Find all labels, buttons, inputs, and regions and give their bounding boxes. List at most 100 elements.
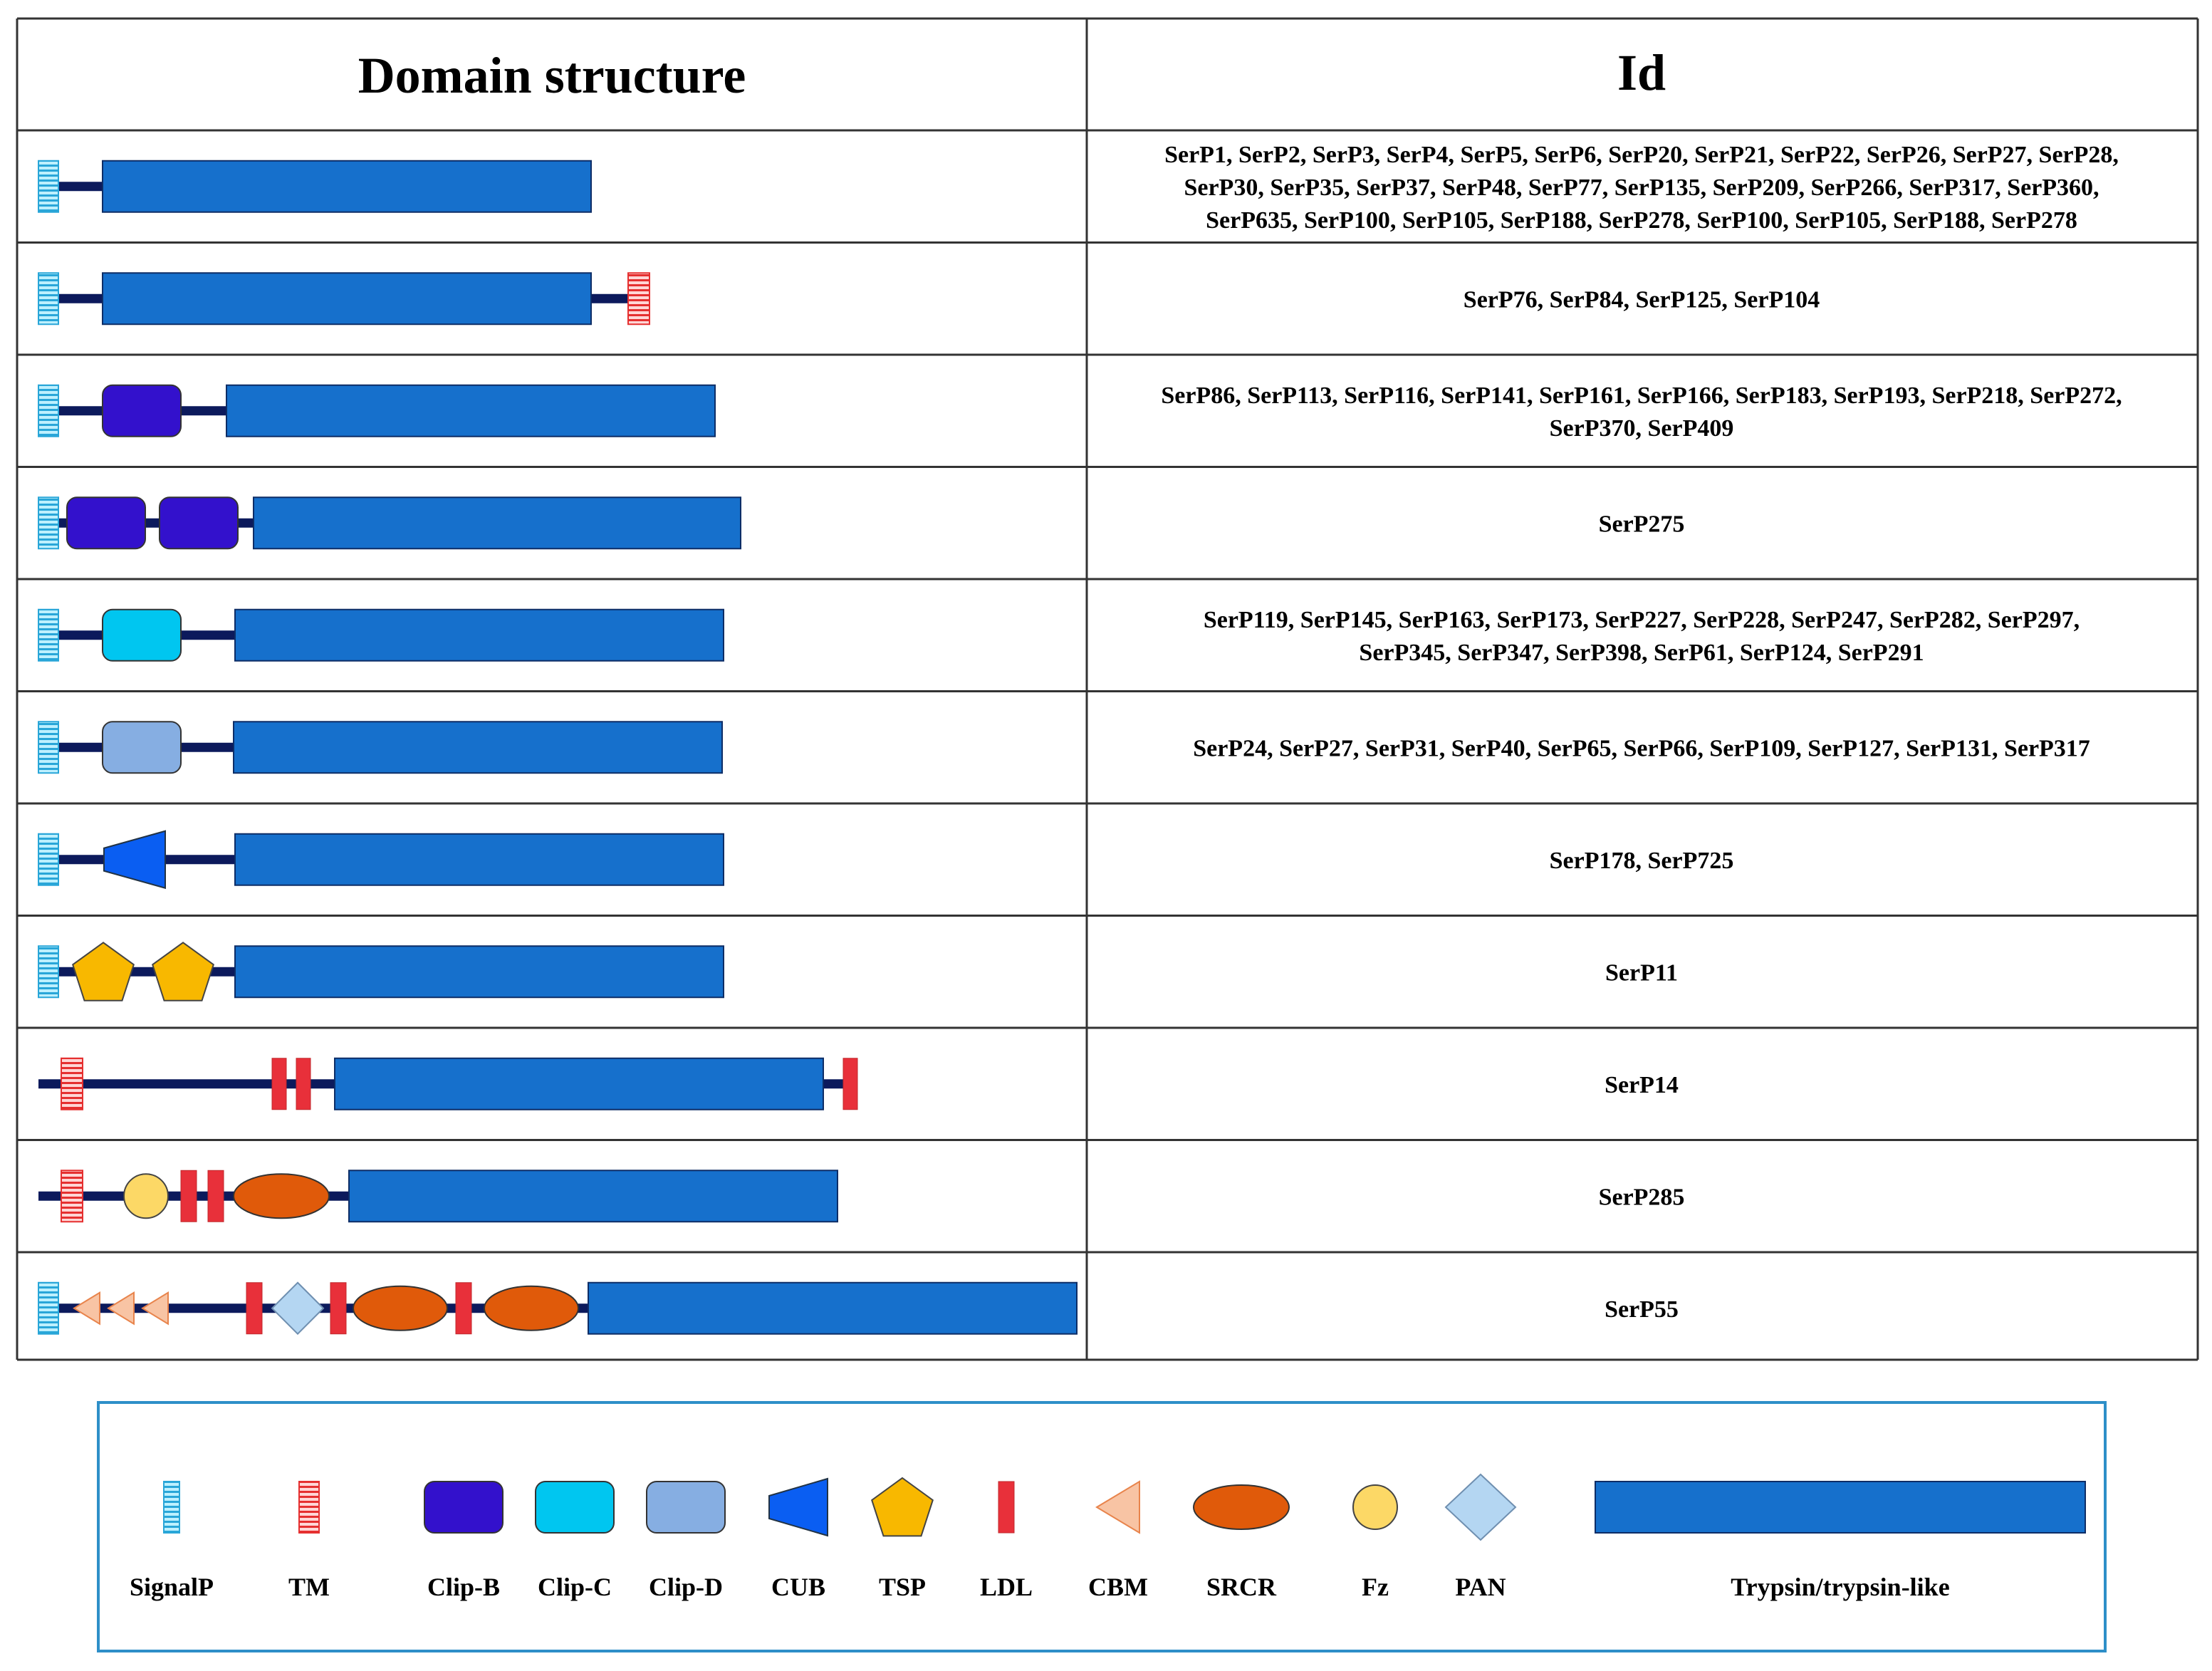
fz-icon [1352, 1484, 1398, 1530]
legend-box [97, 1401, 2107, 1652]
table-row: SerP178, SerP725 [38, 830, 1734, 890]
id-header: Id [1617, 44, 1666, 101]
cbm-domain [73, 1291, 100, 1326]
domain-architecture [38, 160, 592, 213]
domain-architecture [38, 1281, 1078, 1336]
signalp-domain [38, 496, 59, 550]
legend-label: SRCR [1206, 1573, 1277, 1601]
cbm-domain [107, 1291, 135, 1326]
signalp-domain [38, 160, 59, 213]
trypsin-domain [233, 721, 723, 774]
legend-label: PAN [1455, 1573, 1506, 1601]
tsp-icon [871, 1477, 934, 1537]
ldl-domain [842, 1058, 858, 1110]
legend-item-fz: Fz [1352, 1484, 1398, 1601]
signalp-domain [38, 721, 59, 774]
table-row: SerP76, SerP84, SerP125, SerP104 [38, 272, 1820, 326]
legend-item-tsp: TSP [871, 1477, 934, 1601]
srcr-domain [353, 1285, 448, 1331]
legend-label: Clip-B [427, 1573, 500, 1601]
table-row: SerP11 [38, 942, 1678, 1001]
table-row: SerP55 [38, 1281, 1679, 1336]
domain-architecture [38, 272, 650, 326]
trypsin-domain [226, 384, 716, 437]
srcr-domain [484, 1285, 579, 1331]
clip-b-domain [159, 496, 239, 550]
trypsin-domain [102, 272, 592, 326]
clip-b-domain [66, 496, 146, 550]
clip-c-icon [535, 1481, 615, 1534]
table-row: SerP1, SerP2, SerP3, SerP4, SerP5, SerP6… [38, 142, 2119, 234]
row-ids-text: SerP76, SerP84, SerP125, SerP104 [1464, 286, 1820, 313]
domain-architecture [38, 384, 716, 437]
trypsin-domain [234, 608, 724, 662]
domain-structure-header: Domain structure [358, 47, 746, 104]
tm-domain [627, 272, 650, 326]
ldl-domain [207, 1170, 224, 1222]
legend-label: CUB [771, 1573, 825, 1601]
table-row: SerP86, SerP113, SerP116, SerP141, SerP1… [38, 382, 2122, 442]
ldl-domain [246, 1282, 263, 1335]
legend-item-ldl: LDL [980, 1481, 1033, 1601]
signalp-domain [38, 272, 59, 326]
tm-icon [298, 1481, 320, 1534]
domain-architecture [38, 830, 724, 890]
trypsin-icon [1595, 1481, 2086, 1534]
signalp-domain [38, 945, 59, 999]
row-ids-text: SerP14 [1605, 1072, 1679, 1098]
row-ids-text: SerP1, SerP2, SerP3, SerP4, SerP5, SerP6… [1164, 142, 2119, 168]
trypsin-domain [234, 833, 724, 886]
table-row: SerP119, SerP145, SerP163, SerP173, SerP… [38, 607, 2080, 666]
srcr-domain [233, 1173, 330, 1219]
table-rows: SerP1, SerP2, SerP3, SerP4, SerP5, SerP6… [38, 142, 2122, 1336]
row-ids-text: SerP24, SerP27, SerP31, SerP40, SerP65, … [1193, 735, 2090, 761]
ldl-domain [330, 1282, 347, 1335]
tsp-domain [152, 942, 214, 1001]
legend-label: TSP [879, 1573, 926, 1601]
table-row-dividers [17, 129, 2198, 1254]
legend-label: TM [288, 1573, 330, 1601]
domain-architecture [38, 1057, 858, 1110]
clip-d-domain [102, 721, 182, 774]
signalp-domain [38, 833, 59, 886]
trypsin-domain [588, 1281, 1078, 1335]
row-ids-text: SerP285 [1599, 1184, 1685, 1210]
trypsin-domain [253, 496, 741, 550]
row-ids-text: SerP178, SerP725 [1550, 848, 1734, 874]
signalp-domain [38, 384, 59, 437]
table-row: SerP285 [38, 1170, 1685, 1223]
legend-item-clipb: Clip-B [424, 1481, 504, 1601]
signalp-domain [38, 1281, 59, 1335]
cub-domain [103, 830, 166, 890]
table-row: SerP24, SerP27, SerP31, SerP40, SerP65, … [38, 721, 2090, 774]
ldl-icon [998, 1481, 1015, 1534]
legend-item-tm: TM [288, 1481, 330, 1601]
pan-icon [1444, 1473, 1517, 1541]
legend-item-trypsin: Trypsin/trypsin-like [1595, 1481, 2086, 1601]
legend-label: LDL [980, 1573, 1033, 1601]
ldl-domain [455, 1282, 472, 1335]
domain-architecture [38, 942, 724, 1001]
cbm-icon [1095, 1480, 1140, 1534]
legend: SignalP TM Clip-B Clip-C Clip-D CUB TSP LDL CBM S… [130, 1473, 2086, 1601]
row-ids-text: SerP370, SerP409 [1550, 415, 1734, 442]
ldl-domain [271, 1058, 287, 1110]
domain-architecture [38, 721, 723, 774]
signalp-domain [38, 608, 59, 662]
domain-architecture [38, 608, 724, 662]
legend-label: Fz [1362, 1573, 1389, 1601]
legend-item-clipc: Clip-C [535, 1481, 615, 1601]
row-ids-text: SerP345, SerP347, SerP398, SerP61, SerP1… [1359, 640, 1924, 666]
ldl-domain [180, 1170, 197, 1222]
legend-item-pan: PAN [1444, 1473, 1517, 1601]
ldl-domain [296, 1058, 311, 1110]
trypsin-domain [348, 1170, 838, 1223]
legend-item-signalp: SignalP [130, 1481, 214, 1601]
pan-domain [271, 1281, 325, 1336]
tm-domain [61, 1057, 83, 1110]
tsp-domain [72, 942, 135, 1001]
row-ids-text: SerP86, SerP113, SerP116, SerP141, SerP1… [1161, 382, 2122, 409]
legend-item-cub: CUB [768, 1477, 828, 1601]
cub-icon [768, 1477, 828, 1537]
